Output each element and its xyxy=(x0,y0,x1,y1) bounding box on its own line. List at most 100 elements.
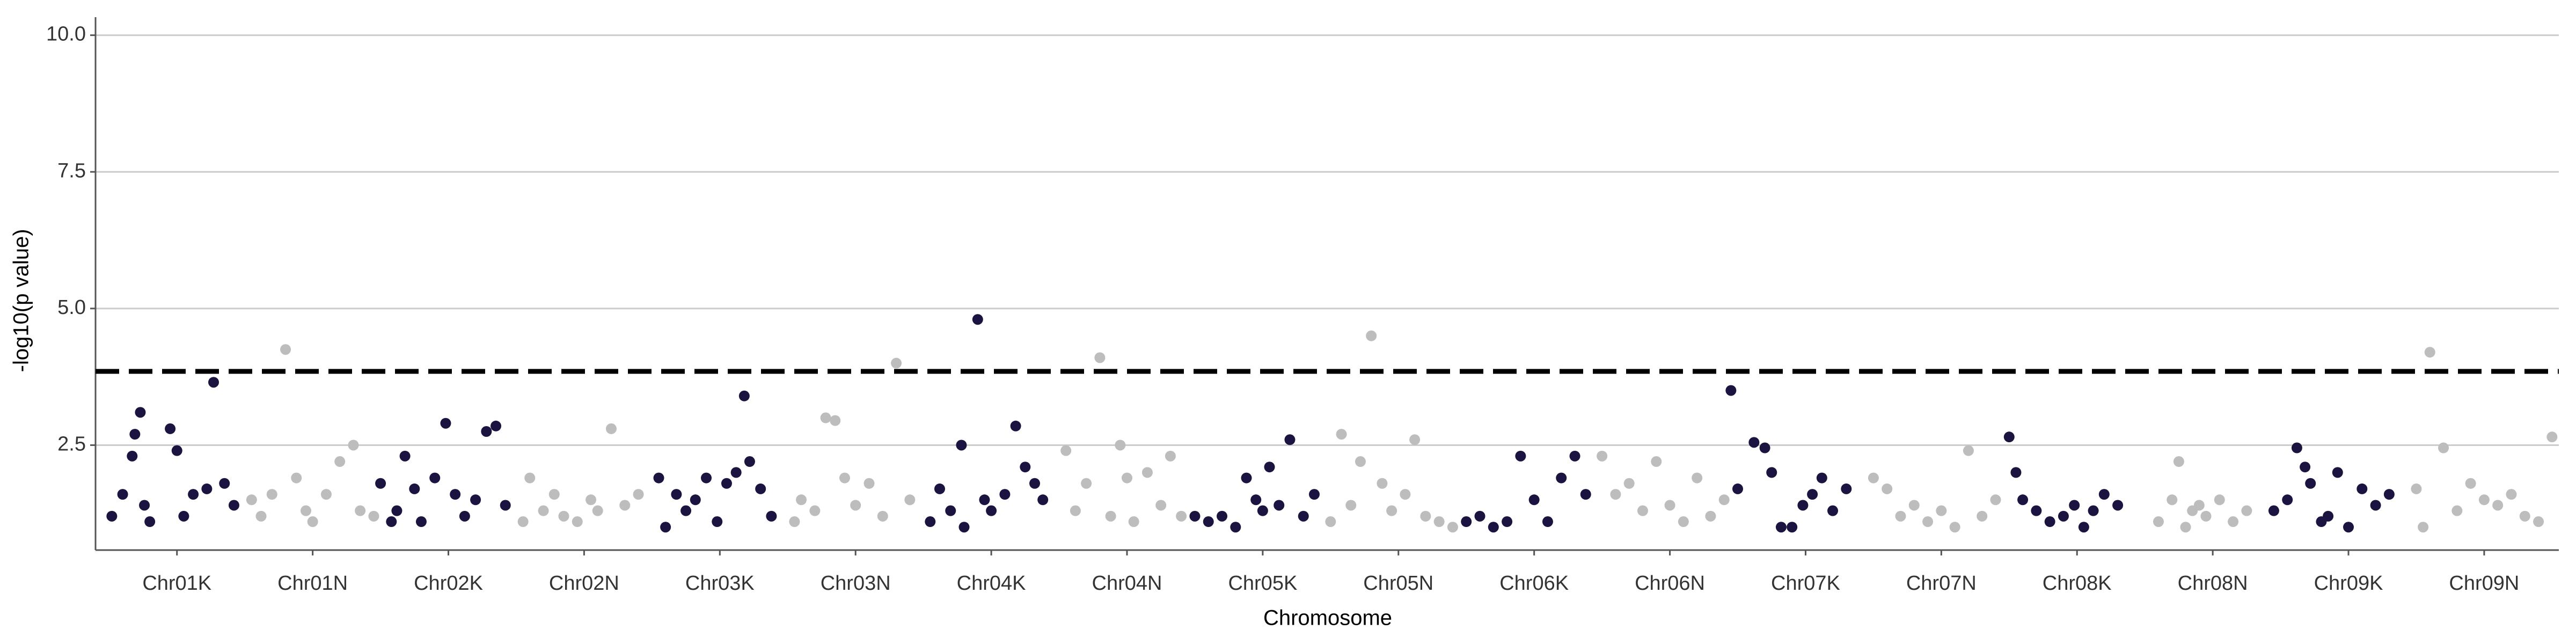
data-point xyxy=(789,516,800,528)
x-tick-label: Chr03K xyxy=(685,572,755,595)
data-point xyxy=(355,505,366,516)
data-point xyxy=(1569,450,1580,462)
x-tick-label: Chr01N xyxy=(277,572,348,595)
data-point xyxy=(690,494,701,506)
data-point xyxy=(1580,489,1591,500)
data-point xyxy=(1020,462,1031,473)
x-tick-label: Chr02N xyxy=(549,572,619,595)
data-point xyxy=(1094,352,1106,363)
data-point xyxy=(1230,522,1241,533)
data-point xyxy=(2044,516,2055,528)
data-point xyxy=(129,429,141,440)
data-point xyxy=(1759,442,1770,453)
data-point xyxy=(1623,478,1635,489)
data-point xyxy=(2323,510,2334,522)
data-point xyxy=(1775,522,1787,533)
data-point xyxy=(2098,489,2110,500)
data-point xyxy=(1298,510,1309,522)
data-point xyxy=(744,456,755,467)
data-point xyxy=(2418,522,2429,533)
data-point xyxy=(2069,500,2080,511)
data-point xyxy=(500,500,511,511)
data-point xyxy=(839,472,850,484)
x-axis-title: Chromosome xyxy=(1263,606,1392,630)
data-point xyxy=(1325,516,1336,528)
data-point xyxy=(459,510,470,522)
data-point xyxy=(1732,483,1743,494)
data-point xyxy=(1386,505,1397,516)
data-point xyxy=(2058,510,2069,522)
data-point xyxy=(1420,510,1431,522)
y-axis-title: -log10(p value) xyxy=(10,229,33,372)
data-point xyxy=(1176,510,1187,522)
data-point xyxy=(538,505,549,516)
data-point xyxy=(1345,500,1357,511)
data-point xyxy=(979,494,990,506)
data-point xyxy=(1597,450,1608,462)
data-point xyxy=(2017,494,2029,506)
data-point xyxy=(440,418,451,429)
data-point xyxy=(1692,472,1703,484)
data-point xyxy=(809,505,821,516)
data-point xyxy=(2112,500,2124,511)
data-point xyxy=(2438,442,2449,453)
data-point xyxy=(1882,483,1893,494)
data-point xyxy=(2478,494,2490,506)
data-point xyxy=(2193,500,2205,511)
data-point xyxy=(1474,510,1485,522)
data-point xyxy=(1264,462,1275,473)
data-point xyxy=(334,456,346,467)
y-tick-label: 5.0 xyxy=(57,296,86,319)
data-point xyxy=(558,510,569,522)
data-point xyxy=(766,510,777,522)
data-point xyxy=(1827,505,1839,516)
data-point xyxy=(470,494,481,506)
data-point xyxy=(1189,510,1201,522)
data-point xyxy=(796,494,807,506)
data-point xyxy=(904,494,916,506)
data-point xyxy=(1797,500,1809,511)
data-point xyxy=(1070,505,1081,516)
data-point xyxy=(1868,472,1879,484)
data-point xyxy=(1502,516,1513,528)
data-point xyxy=(144,516,156,528)
data-point xyxy=(368,510,379,522)
data-point xyxy=(491,420,502,431)
data-point xyxy=(1528,494,1540,506)
data-point xyxy=(999,489,1011,500)
y-tick-label: 7.5 xyxy=(57,159,86,182)
data-point xyxy=(2332,467,2343,478)
x-tick-label: Chr01K xyxy=(142,572,211,595)
data-point xyxy=(2411,483,2422,494)
data-point xyxy=(712,516,723,528)
data-point xyxy=(934,483,945,494)
data-point xyxy=(680,505,692,516)
y-tick-label: 10.0 xyxy=(46,23,86,46)
data-point xyxy=(409,483,420,494)
data-point xyxy=(755,483,766,494)
data-point xyxy=(1217,510,1228,522)
data-point xyxy=(320,489,332,500)
data-point xyxy=(830,415,841,426)
data-point xyxy=(1377,478,1388,489)
data-point xyxy=(165,423,176,434)
data-point xyxy=(106,510,118,522)
data-point xyxy=(1433,516,1445,528)
data-point xyxy=(117,489,128,500)
x-tick-label: Chr07N xyxy=(1906,572,1977,595)
data-point xyxy=(1308,489,1320,500)
data-point xyxy=(1257,505,1268,516)
data-point xyxy=(1250,494,1262,506)
data-point xyxy=(1542,516,1553,528)
data-point xyxy=(2546,431,2558,443)
data-point xyxy=(2451,505,2463,516)
data-point xyxy=(307,516,318,528)
data-point xyxy=(280,344,291,355)
data-point xyxy=(2268,505,2279,516)
x-tick-label: Chr08K xyxy=(2043,572,2112,595)
data-point xyxy=(1841,483,1852,494)
x-tick-label: Chr07K xyxy=(1771,572,1840,595)
data-point xyxy=(2167,494,2178,506)
